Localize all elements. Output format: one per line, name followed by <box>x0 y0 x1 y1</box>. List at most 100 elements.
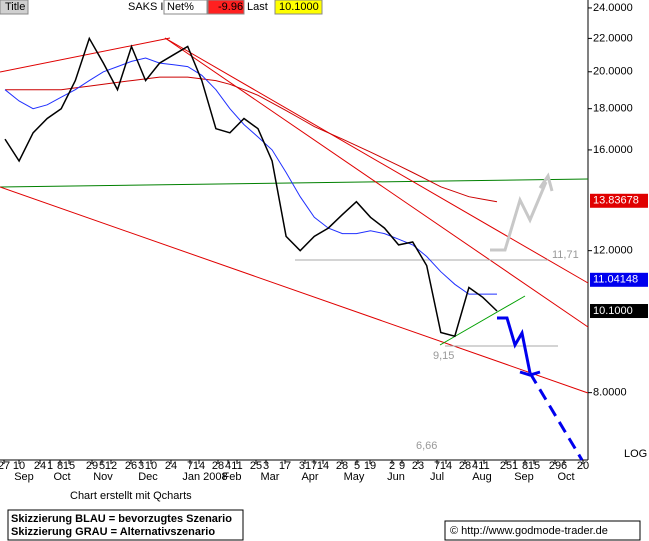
upper-left-line <box>0 37 171 73</box>
x-tick-label: 26 <box>125 460 137 472</box>
x-tick-label: 24 <box>34 460 46 472</box>
x-tick-label: 7 <box>434 460 440 472</box>
x-tick-label: 15 <box>528 460 540 472</box>
month-label: Feb <box>223 471 242 483</box>
y-tick-label: 16.0000 <box>593 144 633 156</box>
x-tick-label: 28 <box>459 460 471 472</box>
x-tick-label: 27 <box>0 460 10 472</box>
x-tick-label: 4 <box>472 460 478 472</box>
x-tick-label: 10 <box>145 460 157 472</box>
price-label-box <box>590 272 648 287</box>
month-label: Sep <box>14 471 34 483</box>
y-tick-label: 24.0000 <box>593 2 633 14</box>
x-tick-label: 10 <box>13 460 25 472</box>
x-tick-label: 8 <box>57 460 63 472</box>
grey-arrowhead <box>538 172 554 192</box>
y-tick-label: 12.0000 <box>593 245 633 257</box>
y-tick-label: 22.0000 <box>593 32 633 44</box>
month-label: Jun <box>387 471 405 483</box>
uptrend-line <box>439 295 526 346</box>
month-label: Jul <box>430 471 444 483</box>
x-tick-label: 25 <box>500 460 512 472</box>
note-grey: Skizzierung GRAU = Alternativszenario <box>11 526 215 538</box>
price-label: 13.83678 <box>593 195 639 207</box>
credit: Chart erstellt mit Qcharts <box>70 490 192 502</box>
x-tick-label: 14 <box>193 460 205 472</box>
month-label: Mar <box>261 471 280 483</box>
resistance-line <box>164 37 589 284</box>
x-tick-label: 14 <box>440 460 452 472</box>
header-last-value: 10.1000 <box>279 1 319 13</box>
month-label: May <box>344 471 365 483</box>
x-tick-label: 20 <box>577 460 589 472</box>
x-tick-label: 1 <box>512 460 518 472</box>
x-tick-label: 5 <box>99 460 105 472</box>
x-tick-label: 24 <box>165 460 177 472</box>
note-box <box>7 509 244 541</box>
header-net-label: Net% <box>167 1 194 13</box>
x-tick-label: 28 <box>336 460 348 472</box>
header-net-value: -9.96 <box>218 1 243 13</box>
y-tick-label: 8.0000 <box>593 387 627 399</box>
month-label: Nov <box>93 471 113 483</box>
x-tick-label: 8 <box>522 460 528 472</box>
x-tick-label: 29 <box>86 460 98 472</box>
price-label: 10.1000 <box>593 305 633 317</box>
month-label: Dec <box>138 471 158 483</box>
x-tick-label: 17 <box>279 460 291 472</box>
x-tick-label: 29 <box>549 460 561 472</box>
x-tick-label: 1 <box>47 460 53 472</box>
x-tick-label: 11 <box>478 460 489 472</box>
header-title: Title <box>5 1 25 13</box>
x-tick-label: 2 <box>389 460 395 472</box>
month-label: Aug <box>472 471 492 483</box>
note-blue: Skizzierung BLAU = bevorzugtes Szenario <box>11 513 232 525</box>
price-label-box <box>590 193 648 208</box>
x-tick-label: 3 <box>138 460 144 472</box>
x-tick-label: 12 <box>105 460 117 472</box>
support-line <box>0 178 589 188</box>
x-tick-label: 4 <box>225 460 231 472</box>
lower-channel <box>0 186 589 394</box>
net-value-box <box>207 0 245 15</box>
x-tick-label: 3 <box>263 460 269 472</box>
x-tick-label: 7 <box>311 460 317 472</box>
title-box <box>0 0 29 15</box>
x-tick-label: 11 <box>231 460 242 472</box>
x-tick-label: 23 <box>412 460 424 472</box>
last-value-box <box>274 0 323 15</box>
source-box <box>444 520 641 541</box>
blue-scenario-dashed <box>528 372 584 461</box>
scale-label: LOG <box>624 448 647 460</box>
x-tick-label: 9 <box>399 460 405 472</box>
x-tick-label: 5 <box>354 460 360 472</box>
header-last-label: Last <box>247 1 268 13</box>
source: © http://www.godmode-trader.de <box>450 525 608 537</box>
net-box <box>163 0 208 15</box>
month-label: Jan 2008 <box>182 471 227 483</box>
annotation: 6,66 <box>416 440 437 452</box>
grey-scenario <box>490 181 548 252</box>
y-tick-label: 20.0000 <box>593 66 633 78</box>
price-label: 11.04148 <box>593 274 638 286</box>
x-tick-label: 15 <box>63 460 75 472</box>
x-tick-label: 14 <box>317 460 329 472</box>
month-label: Sep <box>514 471 534 483</box>
y-tick-label: 18.0000 <box>593 103 633 115</box>
x-tick-label: 19 <box>364 460 376 472</box>
month-label: Oct <box>557 471 574 483</box>
price-line <box>4 36 498 338</box>
x-tick-label: 25 <box>250 460 262 472</box>
x-tick-label: 7 <box>187 460 193 472</box>
annotation: 9,15 <box>433 350 454 362</box>
moving-average <box>5 76 498 203</box>
annotation: 11,71 <box>552 249 579 261</box>
x-tick-label: 28 <box>212 460 224 472</box>
month-label: Oct <box>53 471 70 483</box>
x-tick-label: 31 <box>299 460 311 472</box>
price-label-box <box>590 304 648 319</box>
month-label: Apr <box>301 471 318 483</box>
x-tick-label: 6 <box>561 460 567 472</box>
blue-scenario <box>497 316 532 374</box>
